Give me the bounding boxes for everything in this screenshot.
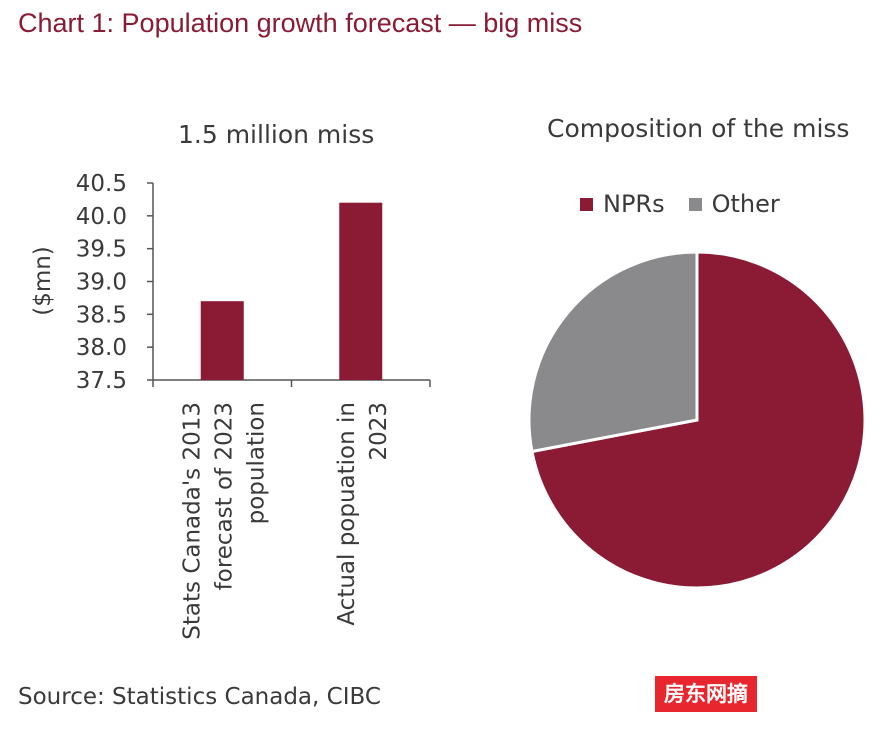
- bar-1: [200, 301, 244, 380]
- legend-label-npr: NPRs: [603, 190, 665, 218]
- x-category-label: 2023: [366, 402, 392, 461]
- y-tick-label: 40.0: [76, 204, 127, 230]
- y-tick-label: 39.0: [76, 270, 127, 296]
- source-note: Source: Statistics Canada, CIBC: [18, 684, 381, 710]
- legend-label-other: Other: [711, 190, 780, 218]
- pie-chart-title: Composition of the miss: [547, 114, 850, 143]
- x-category-label: population: [243, 402, 269, 524]
- legend-item-other: Other: [688, 190, 780, 218]
- watermark-logo: 房东网摘: [655, 676, 757, 712]
- y-tick-label: 39.5: [76, 237, 127, 263]
- x-category-label: Actual popuation in: [334, 402, 360, 626]
- y-tick-label: 38.5: [76, 302, 127, 328]
- x-category-label: forecast of 2023: [211, 402, 237, 590]
- y-tick-label: 40.5: [76, 171, 127, 197]
- pie-legend: NPRs Other: [580, 190, 780, 218]
- legend-swatch-npr: [580, 197, 593, 211]
- bar-2: [339, 202, 383, 380]
- y-tick-label: 38.0: [76, 335, 127, 361]
- y-tick-label: 37.5: [76, 368, 127, 394]
- legend-swatch-other: [688, 197, 702, 211]
- pie-slice-other: [527, 250, 699, 454]
- x-category-label: Stats Canada's 2013: [179, 402, 205, 640]
- legend-item-npr: NPRs: [580, 190, 665, 218]
- bar-chart-title: 1.5 million miss: [178, 120, 375, 149]
- y-axis-label: ($mn): [30, 246, 56, 316]
- chart-title: Chart 1: Population growth forecast — bi…: [18, 8, 583, 38]
